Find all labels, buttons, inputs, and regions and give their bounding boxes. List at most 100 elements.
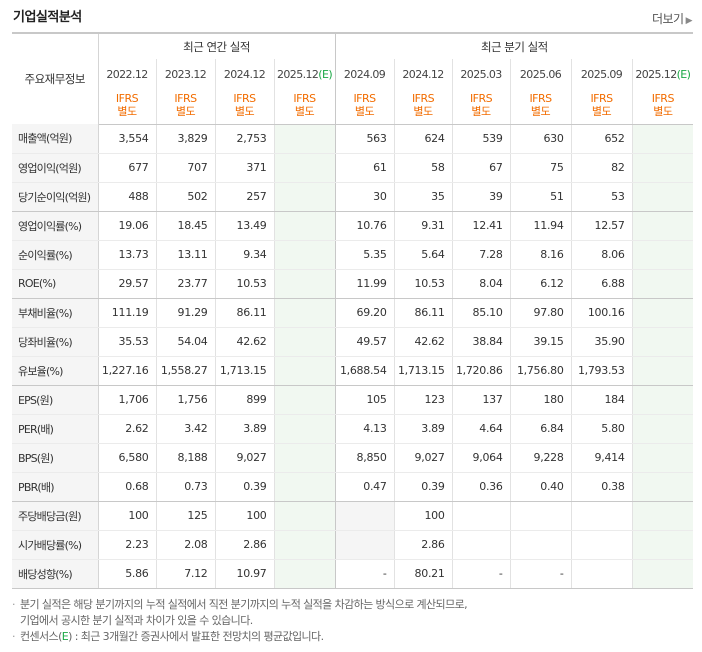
table-cell: 97.80 — [510, 298, 572, 328]
table-cell: 100 — [215, 501, 275, 531]
table-cell — [274, 472, 336, 502]
table-cell: 5.86 — [98, 559, 157, 589]
period-header: 2024.12 — [394, 59, 453, 86]
period-header: 2025.09 — [571, 59, 633, 86]
table-cell: 67 — [452, 153, 511, 183]
row-label: 영업이익(억원) — [12, 153, 99, 183]
table-cell: 6.88 — [571, 269, 633, 299]
table-cell — [632, 356, 694, 386]
table-cell: 1,793.53 — [571, 356, 633, 386]
basis-header: IFRS 별도 — [215, 86, 275, 125]
table-cell: 10.53 — [215, 269, 275, 299]
table-cell — [571, 501, 633, 531]
table-cell: 82 — [571, 153, 633, 183]
table-cell: 1,227.16 — [98, 356, 157, 386]
table-cell: 9,064 — [452, 443, 511, 473]
basis-sub-label: 별도 — [653, 104, 673, 118]
basis-sub-label: 별도 — [294, 104, 315, 118]
basis-label: IFRS — [293, 91, 316, 105]
estimate-mark: (E) — [676, 68, 691, 81]
table-cell: 105 — [334, 385, 395, 415]
table-cell — [632, 501, 694, 531]
table-cell: 3,554 — [98, 124, 157, 154]
table-cell: 0.39 — [394, 472, 453, 502]
section-title: 기업실적분석 — [13, 10, 82, 25]
table-cell: 8.04 — [452, 269, 511, 299]
footnotes: · 분기 실적은 해당 분기까지의 누적 실적에서 직전 분기까지의 누적 실적을… — [12, 597, 468, 645]
table-cell — [334, 530, 395, 560]
table-cell — [274, 124, 336, 154]
table-cell: 18.45 — [156, 211, 216, 241]
table-row: 유보율(%) 1,227.16 1,558.27 1,713.15 1,688.54 1,… — [12, 356, 694, 386]
table-cell: 11.94 — [510, 211, 572, 241]
period-header: 2024.12 — [215, 59, 275, 86]
row-label: 유보율(%) — [12, 356, 99, 386]
table-row: 매출액(억원) 3,554 3,829 2,753 563 624 539 630 652 — [12, 124, 694, 154]
table-row: 당좌비율(%) 35.53 54.04 42.62 49.57 42.62 38.84 39.… — [12, 327, 694, 357]
table-cell: 8.06 — [571, 240, 633, 270]
table-cell — [274, 240, 336, 270]
table-cell — [274, 211, 336, 241]
table-cell — [274, 153, 336, 183]
table-cell — [274, 559, 336, 589]
table-cell: 184 — [571, 385, 633, 415]
table-cell: 1,756.80 — [510, 356, 572, 386]
row-label: ROE(%) — [12, 269, 99, 299]
row-label: 당기순이익(억원) — [12, 182, 99, 212]
table-cell: 35.90 — [571, 327, 633, 357]
basis-header: IFRS 별도 — [394, 86, 453, 125]
bullet-icon: · — [12, 630, 16, 643]
row-label: 배당성향(%) — [12, 559, 99, 589]
table-cell: 8,188 — [156, 443, 216, 473]
table-cell — [274, 182, 336, 212]
table-row: 순이익률(%) 13.73 13.11 9.34 5.35 5.64 7.28 8.16 8.0… — [12, 240, 694, 270]
note-line-2: 기업에서 공시한 분기 실적과 차이가 있을 수 있습니다. — [20, 614, 253, 627]
table-cell: 13.11 — [156, 240, 216, 270]
table-row: 영업이익(억원) 677 707 371 61 58 67 75 82 — [12, 153, 694, 183]
table-cell — [632, 385, 694, 415]
basis-sub-label: 별도 — [471, 104, 491, 118]
table-cell: 10.97 — [215, 559, 275, 589]
table-cell: 125 — [156, 501, 216, 531]
table-cell: 49.57 — [334, 327, 395, 357]
table-cell — [274, 385, 336, 415]
table-cell: 91.29 — [156, 298, 216, 328]
table-row: 시가배당률(%) 2.23 2.08 2.86 2.86 — [12, 530, 694, 560]
more-link[interactable]: 더보기 ▶ — [652, 10, 693, 27]
period-header: 2023.12 — [156, 59, 216, 86]
chevron-right-icon: ▶ — [685, 16, 693, 26]
table-cell: 100 — [98, 501, 157, 531]
table-cell — [452, 530, 511, 560]
table-cell: 86.11 — [215, 298, 275, 328]
table-cell — [632, 559, 694, 589]
table-cell: 9,414 — [571, 443, 633, 473]
row-label: PER(배) — [12, 414, 99, 444]
basis-label: IFRS — [115, 91, 139, 105]
row-label: BPS(원) — [12, 443, 99, 473]
basis-sub-label: 별도 — [530, 104, 551, 118]
table-cell: 29.57 — [98, 269, 157, 299]
table-cell: 371 — [215, 153, 275, 183]
group-annual-header: 최근 연간 실적 — [98, 32, 336, 59]
table-cell: 7.28 — [452, 240, 511, 270]
table-cell: 0.40 — [510, 472, 572, 502]
table-cell: 2.86 — [394, 530, 453, 560]
table-cell — [632, 327, 694, 357]
table-cell: 39.15 — [510, 327, 572, 357]
period-header: 2025.03 — [452, 59, 511, 86]
table-cell — [632, 124, 694, 154]
basis-header: IFRS 별도 — [452, 86, 511, 125]
table-cell: 539 — [452, 124, 511, 154]
table-cell: 1,688.54 — [334, 356, 395, 386]
table-cell: 69.20 — [334, 298, 395, 328]
table-row: 영업이익률(%) 19.06 18.45 13.49 10.76 9.31 12.41 11.… — [12, 211, 694, 241]
table-cell: 10.76 — [334, 211, 395, 241]
table-cell: 630 — [510, 124, 572, 154]
period-label: 2023.12 — [164, 68, 207, 81]
basis-label: IFRS — [529, 91, 552, 105]
table-cell: - — [334, 559, 395, 589]
table-cell: 3.42 — [156, 414, 216, 444]
table-cell: 2.08 — [156, 530, 216, 560]
table-cell — [632, 443, 694, 473]
table-cell: 23.77 — [156, 269, 216, 299]
